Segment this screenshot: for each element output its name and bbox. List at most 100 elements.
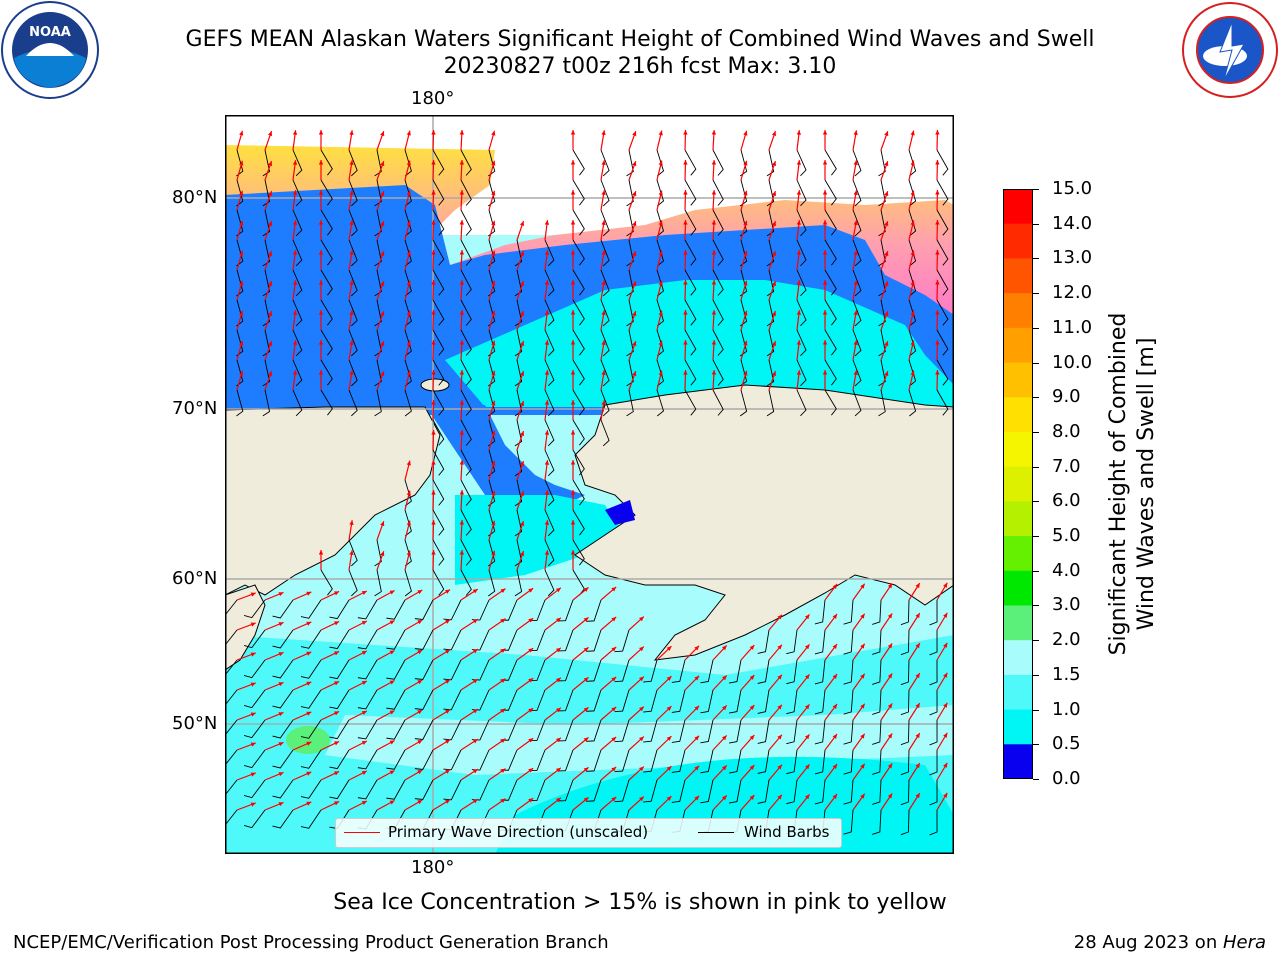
wave-arrow-head: [361, 650, 367, 655]
wind-barb: [460, 239, 472, 266]
wind-barb: [936, 299, 949, 326]
wave-arrow-head: [743, 250, 748, 256]
wind-barb: [728, 749, 742, 774]
wind-barb: [757, 689, 770, 714]
wave-arrow-head: [431, 490, 436, 495]
colorbar-tick-mark: [1033, 501, 1039, 503]
wind-barb: [544, 539, 555, 567]
wave-arrow-head: [268, 341, 273, 347]
wave-arrow-head: [491, 370, 496, 376]
wave-arrow-head: [491, 280, 496, 286]
colorbar-segment: [1003, 466, 1033, 502]
wind-barb: [796, 149, 807, 177]
wave-arrow-head: [417, 590, 423, 595]
footer-date: 28 Aug 2023 on: [1073, 932, 1223, 953]
wave-arrow-head: [406, 520, 411, 526]
wave-arrow-head: [711, 280, 717, 285]
wave-arrow-head: [250, 742, 256, 747]
wind-barb: [814, 599, 826, 625]
colorbar-tick-label: 10.0: [1052, 351, 1093, 373]
colorbar-tick-mark: [1033, 258, 1039, 260]
wind-barb: [929, 749, 938, 776]
siberia-land: [225, 406, 441, 596]
wave-arrow-head: [544, 400, 550, 405]
wind-barb: [614, 659, 630, 683]
wave-arrow-head: [639, 706, 644, 712]
wave-arrow-head: [583, 677, 589, 682]
wave-arrow-head: [570, 400, 576, 405]
wind-barb: [443, 599, 462, 621]
wind-barb: [824, 269, 837, 296]
colorbar-tick-label: 0.0: [1052, 768, 1081, 789]
wind-barb: [626, 149, 634, 177]
wind-barb: [404, 389, 412, 417]
wave-arrow-head: [743, 220, 748, 226]
wind-barb: [712, 239, 724, 266]
wave-arrow-head: [910, 220, 915, 226]
wind-barb: [786, 719, 798, 745]
wave-arrow-head: [887, 673, 893, 679]
wave-arrow-head: [459, 460, 465, 465]
wind-barb: [292, 329, 303, 357]
wave-arrow-head: [935, 250, 940, 255]
wind-barb: [766, 389, 775, 417]
wind-barb: [544, 239, 555, 267]
wave-arrow-head: [771, 221, 777, 227]
wind-barb: [643, 749, 658, 773]
wind-barb: [432, 179, 445, 206]
wave-arrow-head: [915, 673, 920, 679]
st-lawrence-island: [420, 378, 450, 392]
wind-barb: [936, 179, 949, 206]
wave-arrow-head: [292, 160, 298, 165]
wind-barb: [824, 329, 837, 356]
wave-arrow-head: [239, 310, 244, 316]
wind-barb: [712, 389, 724, 416]
wave-arrow-head: [743, 310, 748, 316]
wave-arrow-head: [796, 370, 801, 375]
wave-arrow-head: [318, 130, 324, 135]
wind-barb: [796, 179, 807, 207]
wave-arrow-head: [583, 617, 589, 622]
wind-barb: [432, 239, 445, 266]
colorbar-segment: [1003, 431, 1033, 468]
wind-barb: [929, 629, 938, 656]
wave-arrow-head: [472, 799, 478, 804]
wind-barb: [796, 389, 807, 417]
wave-arrow-head: [570, 220, 576, 225]
wave-arrow-head: [658, 250, 663, 256]
wave-arrow-head: [822, 160, 828, 165]
wave-arrow-head: [361, 680, 367, 685]
wind-barb: [656, 179, 665, 207]
wind-barb: [300, 719, 322, 739]
wind-barb: [600, 299, 610, 327]
wave-arrow-head: [417, 770, 423, 775]
wind-barb: [900, 599, 910, 626]
wave-arrow-head: [555, 617, 561, 623]
wind-barb: [843, 689, 854, 715]
wind-barb: [329, 689, 350, 710]
wind-barb: [272, 689, 294, 709]
wave-arrow-head: [694, 645, 700, 651]
wind-barb: [843, 719, 854, 745]
wind-barb: [936, 269, 949, 296]
wave-arrow-head: [239, 130, 244, 136]
colorbar-tick-mark: [1033, 674, 1039, 676]
wave-arrow-head: [491, 460, 496, 466]
wind-barb: [557, 659, 574, 682]
wave-arrow-head: [777, 674, 782, 680]
wind-barb: [929, 689, 938, 716]
wave-arrow-head: [544, 250, 550, 255]
wind-barb: [374, 539, 382, 567]
wind-barb: [796, 329, 807, 357]
wind-barb: [262, 299, 271, 327]
wave-arrow-head: [445, 739, 451, 744]
wind-barb: [432, 539, 445, 566]
wave-arrow-head: [250, 682, 256, 687]
wave-arrow-head: [583, 647, 589, 652]
colorbar-tick-mark: [1033, 327, 1039, 329]
colorbar-tick-label: 2.0: [1052, 629, 1081, 651]
wave-arrow-head: [555, 767, 561, 773]
wind-barb: [404, 149, 412, 177]
wave-arrow-head: [306, 621, 312, 626]
wind-barb: [348, 239, 358, 267]
